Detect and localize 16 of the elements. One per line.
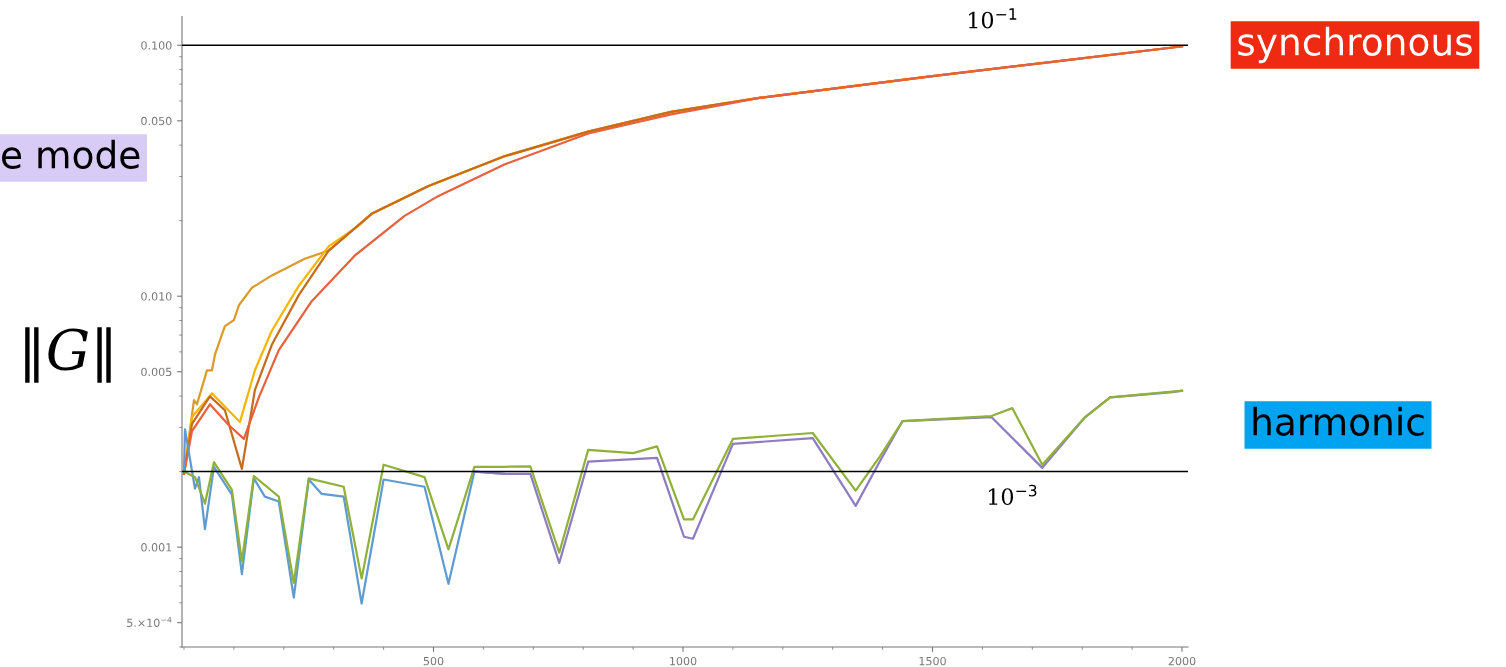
x-tick-label: 500 [423, 656, 444, 666]
x-tick-label: 1000 [670, 656, 697, 666]
ref-line-label: 10$^{−1}$ [968, 8, 1017, 29]
y-tick-label: 0.010 [141, 292, 172, 301]
ref-line-label: 10$^{−3}$ [988, 484, 1037, 506]
y-tick-label: 0.005 [141, 367, 172, 377]
y-tick-label: 5.×10$^{−4}$ [127, 616, 172, 627]
text: e mode [2, 139, 140, 169]
text: synchronous [1238, 26, 1472, 64]
text: harmonic [1253, 406, 1424, 436]
y-tick-label: 0.001 [141, 543, 172, 552]
y-axis-title: ‖G‖ [25, 327, 111, 383]
y-tick-label: 0.050 [141, 116, 172, 126]
y-tick-label: 0.100 [141, 41, 172, 50]
x-tick-label: 1500 [919, 656, 946, 666]
x-tick-label: 2000 [1168, 656, 1196, 666]
